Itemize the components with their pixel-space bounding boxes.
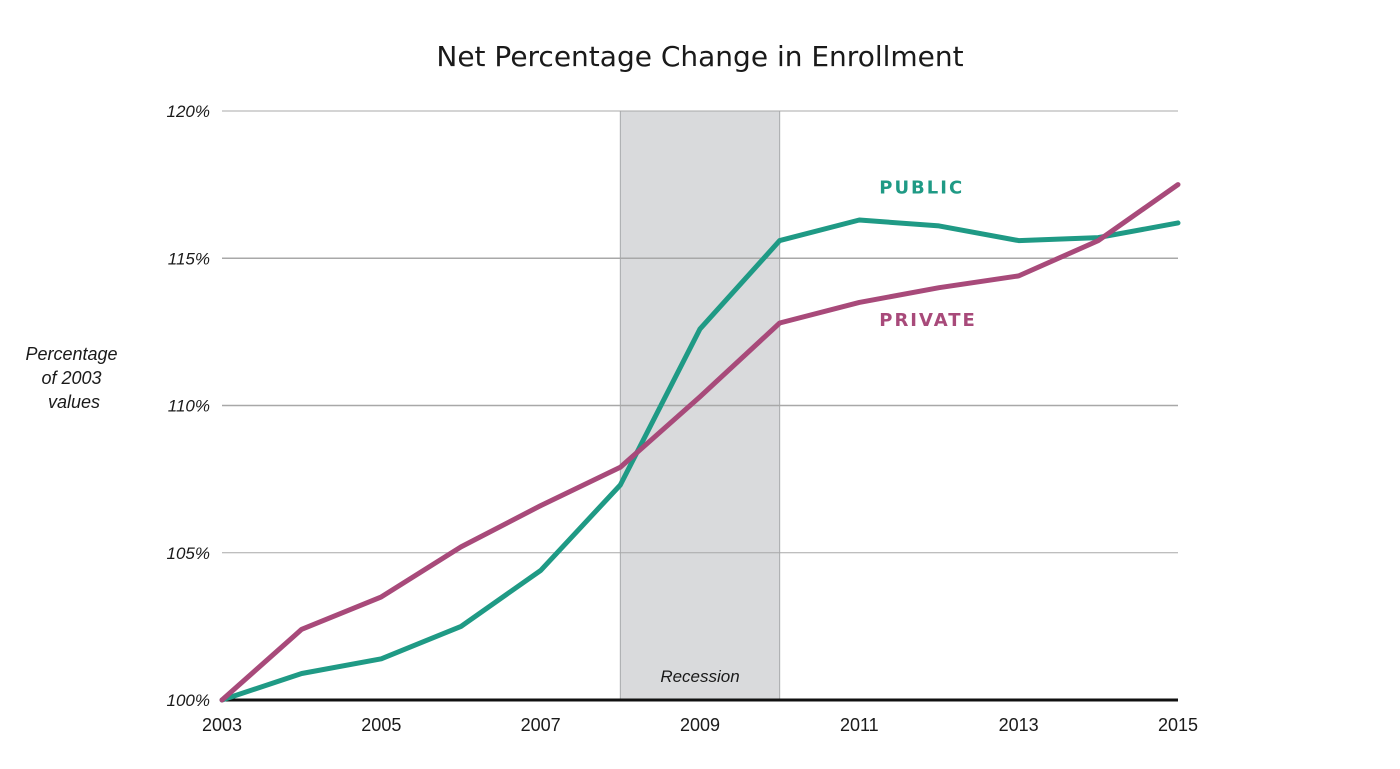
recession-label: Recession [660,667,739,686]
series-label-private: PRIVATE [879,310,977,331]
series-label-public: PUBLIC [879,177,964,198]
x-tick-label: 2003 [202,715,242,735]
y-axis-label-line: values [48,392,100,412]
y-tick-label: 105% [167,544,210,563]
y-tick-label: 100% [167,691,210,710]
y-tick-label: 110% [168,397,210,416]
chart-title: Net Percentage Change in Enrollment [436,40,963,73]
x-tick-label: 2011 [840,715,879,735]
series-labels: PUBLIC PRIVATE [879,177,977,331]
x-tick-label: 2007 [521,715,561,735]
x-tick-label: 2013 [999,715,1039,735]
series-line-public [219,217,1181,703]
y-axis-label: Percentage of 2003 values [25,344,122,412]
series-lines [219,182,1181,703]
y-axis-label-line: Percentage [25,344,117,364]
x-tick-label: 2009 [680,715,720,735]
x-tick-label: 2005 [361,715,401,735]
gridlines: 100% 105% 110% 115% 120% [167,102,1178,710]
y-tick-label: 120% [167,102,210,121]
axes: 2003 2005 2007 2009 2011 2013 2015 [202,698,1198,735]
x-tick-label: 2015 [1158,715,1198,735]
series-line-private [219,182,1181,703]
y-tick-label: 115% [168,249,210,268]
y-axis-label-line: of 2003 [41,368,101,388]
